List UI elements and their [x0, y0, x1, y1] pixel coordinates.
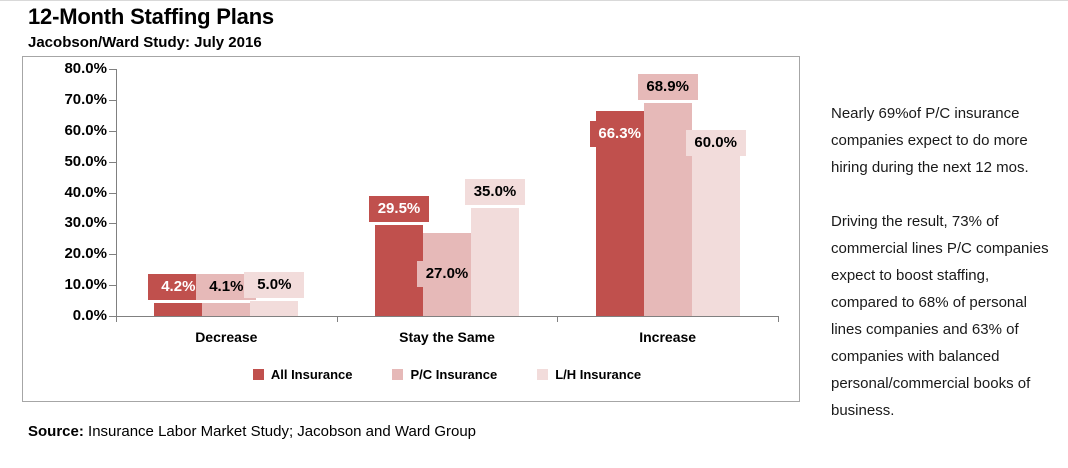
bar-value-label: 5.0%	[244, 271, 305, 298]
y-axis-tick-mark	[109, 161, 116, 163]
source-line: Source: Insurance Labor Market Study; Ja…	[28, 423, 476, 440]
bar	[691, 130, 740, 316]
bar	[154, 303, 203, 316]
y-axis-line	[116, 69, 117, 317]
legend-label: P/C Insurance	[410, 367, 498, 382]
bar	[375, 224, 423, 316]
bar	[250, 300, 299, 316]
source-label: Source:	[28, 423, 84, 440]
annotation-paragraph-1: Nearly 69%of P/C insurance companies exp…	[831, 105, 1029, 176]
legend-swatch-icon	[392, 369, 404, 380]
bar-value-label: 4.1%	[196, 274, 257, 301]
legend-label: L/H Insurance	[555, 367, 642, 382]
legend-item: All Insurance	[252, 367, 353, 382]
y-axis-tick-label: 80.0%	[64, 60, 107, 77]
bar-value-label: 27.0%	[417, 261, 477, 288]
legend: All Insurance P/C Insurance L/H Insurance	[116, 367, 778, 382]
y-axis-tick-label: 30.0%	[64, 214, 107, 232]
y-axis-tick-label: 40.0%	[64, 183, 107, 201]
x-axis-tick-mark	[116, 317, 117, 322]
y-axis-tick-mark	[109, 223, 116, 225]
x-axis-category-label: Decrease	[195, 329, 258, 345]
bar-value-label: 35.0%	[465, 178, 525, 205]
bar	[471, 207, 519, 316]
x-axis-tick-mark	[557, 317, 558, 322]
y-axis-tick-mark	[109, 99, 116, 101]
legend-swatch-icon	[252, 369, 264, 380]
y-axis-tick-label: 0.0%	[72, 307, 107, 324]
x-axis-tick-mark	[778, 317, 779, 322]
y-axis-tick-mark	[109, 254, 116, 256]
x-axis-line	[116, 316, 779, 317]
bar-value-label: 29.5%	[369, 195, 429, 222]
y-axis-tick-label: 70.0%	[64, 90, 107, 108]
y-axis-tick-mark	[109, 69, 116, 70]
y-axis-tick-mark	[109, 285, 116, 287]
legend-item: P/C Insurance	[392, 367, 497, 382]
y-axis-tick-label: 20.0%	[64, 245, 107, 263]
annotation-text: Nearly 69%of P/C insurance companies exp…	[831, 100, 1053, 424]
y-axis-tick-mark	[109, 192, 116, 194]
page-edge-line	[0, 0, 1068, 1]
bar	[202, 303, 251, 316]
bar-value-label: 60.0%	[685, 129, 746, 156]
legend-label: All Insurance	[270, 367, 353, 382]
x-axis-category-label: Increase	[639, 329, 697, 345]
legend-item: L/H Insurance	[537, 367, 641, 382]
y-axis-tick-label: 60.0%	[64, 121, 107, 139]
y-axis-tick-mark	[109, 130, 116, 132]
legend-swatch-icon	[537, 369, 549, 380]
chart-subtitle: Jacobson/Ward Study: July 2016	[28, 34, 262, 51]
y-axis-tick-mark	[109, 316, 116, 317]
source-text: Insurance Labor Market Study; Jacobson a…	[83, 423, 477, 440]
bar	[643, 103, 692, 316]
bar-value-label: 66.3%	[589, 121, 650, 148]
chart-title: 12-Month Staffing Plans	[28, 4, 274, 29]
annotation-paragraph-2: Driving the result, 73% of commercial li…	[831, 213, 1049, 419]
x-axis-tick-mark	[337, 317, 338, 322]
y-axis-tick-label: 10.0%	[64, 276, 107, 294]
y-axis-tick-label: 50.0%	[64, 152, 107, 170]
bar-value-label: 68.9%	[637, 74, 698, 101]
chart-area: 80.0% 70.0% 60.0% 50.0% 40.0% 30.0% 20.0% 10.0%…	[22, 56, 800, 402]
x-axis-category-label: Stay the Same	[399, 329, 495, 345]
